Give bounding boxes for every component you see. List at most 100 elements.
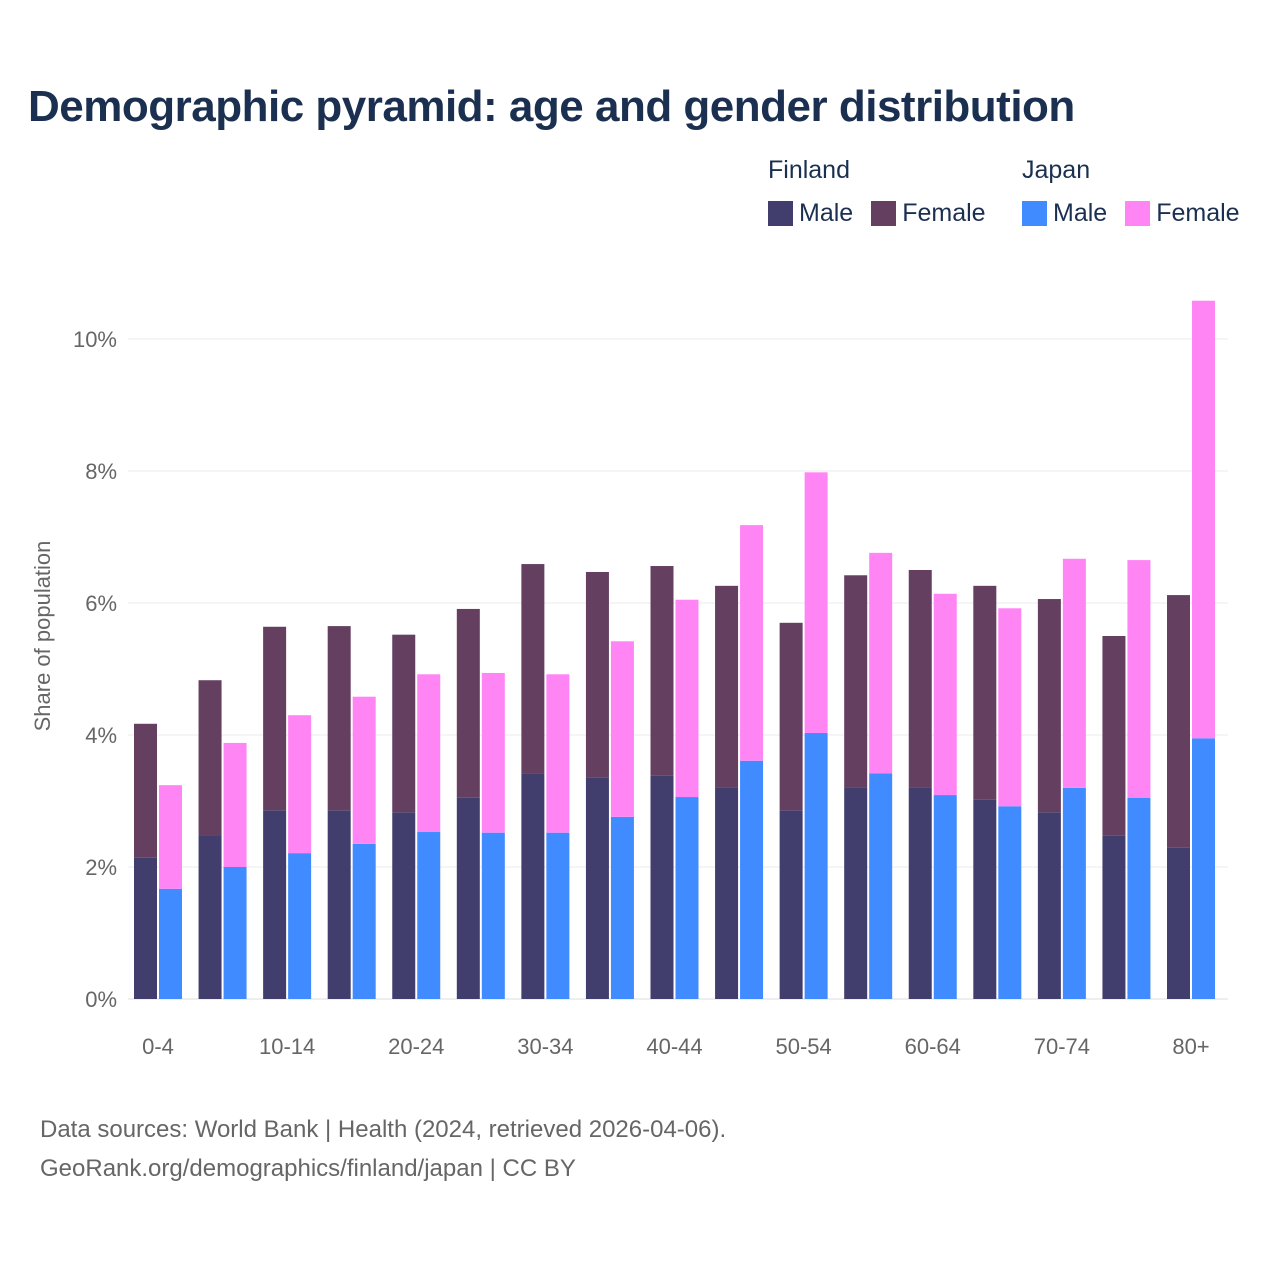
- bar-finland-female-65-69[interactable]: [973, 585, 997, 800]
- bar-japan-male-10-14[interactable]: [288, 853, 312, 999]
- bar-japan-female-15-19[interactable]: [352, 696, 376, 844]
- x-tick-label: 50-54: [775, 1034, 831, 1059]
- bar-japan-female-35-39[interactable]: [610, 641, 634, 817]
- bar-finland-male-25-29[interactable]: [456, 797, 480, 999]
- bar-japan-male-70-74[interactable]: [1062, 787, 1086, 999]
- y-axis-label: Share of population: [30, 541, 55, 732]
- bar-japan-female-50-54[interactable]: [804, 472, 828, 734]
- bar-japan-male-55-59[interactable]: [869, 773, 893, 999]
- bar-japan-female-75-79[interactable]: [1127, 560, 1151, 798]
- bar-japan-female-45-49[interactable]: [740, 525, 764, 761]
- bar-finland-female-50-54[interactable]: [779, 622, 803, 811]
- bar-japan-female-10-14[interactable]: [288, 715, 312, 854]
- bar-finland-female-55-59[interactable]: [844, 575, 868, 788]
- bar-japan-female-30-34[interactable]: [546, 674, 570, 833]
- bar-finland-male-60-64[interactable]: [908, 787, 932, 999]
- bar-japan-male-5-9[interactable]: [223, 867, 247, 999]
- bar-japan-male-20-24[interactable]: [417, 832, 441, 999]
- legend-finland-female[interactable]: Female: [871, 199, 986, 228]
- bar-japan-male-75-79[interactable]: [1127, 797, 1151, 999]
- bar-finland-male-5-9[interactable]: [198, 835, 222, 999]
- bar-finland-male-70-74[interactable]: [1037, 812, 1061, 999]
- bar-japan-male-65-69[interactable]: [998, 806, 1022, 999]
- legend-label: Female: [902, 199, 986, 227]
- bar-finland-male-50-54[interactable]: [779, 810, 803, 999]
- bar-japan-female-20-24[interactable]: [417, 674, 441, 833]
- bar-finland-female-0-4[interactable]: [134, 723, 157, 858]
- y-tick-label: 8%: [85, 459, 117, 484]
- bar-japan-male-60-64[interactable]: [933, 795, 957, 999]
- bar-japan-male-45-49[interactable]: [740, 760, 764, 999]
- bar-finland-male-10-14[interactable]: [263, 810, 287, 999]
- x-tick-label: 20-24: [388, 1034, 444, 1059]
- legend-japan: Japan Male Female: [1022, 156, 1240, 228]
- bar-finland-male-65-69[interactable]: [973, 799, 997, 999]
- bar-japan-female-40-44[interactable]: [675, 599, 699, 798]
- bar-japan-female-0-4[interactable]: [159, 785, 182, 889]
- legend-swatch: [768, 201, 793, 226]
- legend-finland: Finland Male Female: [768, 156, 986, 228]
- x-tick-label: 30-34: [517, 1034, 573, 1059]
- bar-japan-female-70-74[interactable]: [1062, 558, 1086, 788]
- legend-swatch: [1022, 201, 1047, 226]
- x-tick-label: 0-4: [142, 1034, 174, 1059]
- bar-finland-female-80+[interactable]: [1167, 595, 1190, 848]
- bar-finland-female-30-34[interactable]: [521, 564, 545, 774]
- bar-japan-female-5-9[interactable]: [223, 742, 247, 867]
- bar-finland-male-20-24[interactable]: [392, 812, 416, 999]
- bar-finland-male-40-44[interactable]: [650, 775, 674, 999]
- y-tick-label: 0%: [85, 987, 117, 1012]
- bar-finland-male-35-39[interactable]: [585, 777, 609, 999]
- bar-finland-female-35-39[interactable]: [585, 571, 609, 778]
- bar-japan-male-25-29[interactable]: [481, 832, 505, 999]
- bar-finland-female-25-29[interactable]: [456, 608, 480, 798]
- bar-japan-female-60-64[interactable]: [933, 593, 957, 796]
- chart-title: Demographic pyramid: age and gender dist…: [28, 82, 1075, 131]
- legend-swatch: [1125, 201, 1151, 226]
- bar-finland-male-15-19[interactable]: [327, 810, 351, 999]
- bar-finland-female-15-19[interactable]: [327, 626, 351, 811]
- x-tick-label: 80+: [1172, 1034, 1209, 1059]
- bar-japan-female-55-59[interactable]: [869, 552, 893, 774]
- bar-finland-male-30-34[interactable]: [521, 773, 545, 999]
- bar-finland-male-45-49[interactable]: [715, 787, 739, 999]
- bar-japan-male-40-44[interactable]: [675, 797, 699, 999]
- y-tick-label: 4%: [85, 723, 117, 748]
- bar-finland-female-20-24[interactable]: [392, 634, 416, 813]
- x-tick-label: 60-64: [905, 1034, 961, 1059]
- bar-japan-male-30-34[interactable]: [546, 832, 570, 999]
- bar-finland-male-80+[interactable]: [1167, 847, 1190, 999]
- legend-label: Male: [799, 199, 854, 227]
- bar-japan-female-65-69[interactable]: [998, 608, 1022, 807]
- x-tick-label: 70-74: [1034, 1034, 1090, 1059]
- bar-japan-female-25-29[interactable]: [481, 672, 505, 833]
- legend-finland-male[interactable]: Male: [768, 199, 853, 228]
- bar-japan-male-0-4[interactable]: [159, 888, 182, 999]
- legend-group-title: Finland: [768, 156, 850, 184]
- bar-finland-female-40-44[interactable]: [650, 566, 674, 776]
- footer-attribution[interactable]: GeoRank.org/demographics/finland/japan |…: [40, 1155, 576, 1182]
- bar-finland-female-75-79[interactable]: [1102, 636, 1126, 836]
- x-tick-label: 40-44: [646, 1034, 702, 1059]
- legend-japan-male[interactable]: Male: [1022, 199, 1107, 228]
- bar-finland-female-60-64[interactable]: [908, 570, 932, 788]
- bar-japan-male-80+[interactable]: [1192, 738, 1215, 999]
- bar-finland-male-75-79[interactable]: [1102, 835, 1126, 999]
- bar-finland-female-45-49[interactable]: [715, 585, 739, 788]
- y-tick-label: 10%: [73, 327, 117, 352]
- bar-finland-male-0-4[interactable]: [134, 857, 157, 999]
- bar-japan-male-15-19[interactable]: [352, 843, 376, 999]
- bar-japan-male-50-54[interactable]: [804, 733, 828, 999]
- bar-finland-female-5-9[interactable]: [198, 680, 222, 836]
- legend-swatch: [871, 201, 897, 226]
- y-tick-label: 6%: [85, 591, 117, 616]
- footer-source: Data sources: World Bank | Health (2024,…: [40, 1116, 727, 1143]
- bar-finland-female-10-14[interactable]: [263, 626, 287, 811]
- legend-label: Male: [1053, 199, 1108, 227]
- bar-japan-male-35-39[interactable]: [610, 816, 634, 999]
- legend-japan-female[interactable]: Female: [1125, 199, 1240, 228]
- bar-finland-female-70-74[interactable]: [1037, 599, 1061, 813]
- bar-finland-male-55-59[interactable]: [844, 787, 868, 999]
- bar-japan-female-80+[interactable]: [1192, 300, 1215, 739]
